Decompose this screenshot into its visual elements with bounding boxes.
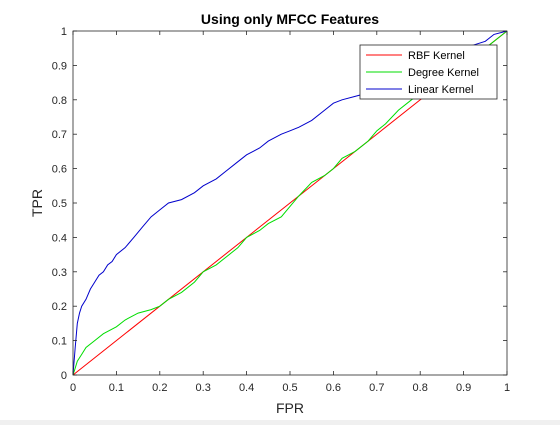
x-tick-label: 1: [504, 382, 510, 394]
y-tick-label: 0.3: [52, 267, 67, 279]
y-tick-label: 0.8: [52, 95, 67, 107]
x-tick-label: 0.6: [326, 382, 341, 394]
y-tick-label: 1: [61, 26, 67, 38]
axes-layer: 0 0.1 0.2 0.3 0.4 0.5 0.6 0.7 0.8 0.9 1 0 0.1 0.2 0.3 0…: [52, 26, 510, 394]
x-tick-label: 0.3: [196, 382, 211, 394]
legend-label: Degree Kernel: [408, 67, 479, 79]
y-tick-label: 0.6: [52, 164, 67, 176]
y-tick-label: 0.7: [52, 129, 67, 141]
y-tick-label: 0.4: [52, 232, 67, 244]
x-tick-label: 0.9: [456, 382, 471, 394]
legend-label: RBF Kernel: [408, 50, 465, 62]
x-tick-label: 0.4: [239, 382, 254, 394]
legend-label: Linear Kernel: [408, 84, 473, 96]
x-tick-label: 0.8: [413, 382, 428, 394]
chart-title: Using only MFCC Features: [201, 11, 379, 27]
x-tick-label: 0.5: [282, 382, 297, 394]
x-tick-label: 0.2: [152, 382, 167, 394]
y-axis-label: TPR: [29, 189, 45, 217]
legend: RBF Kernel Degree Kernel Linear Kernel: [359, 44, 498, 100]
y-tick-label: 0.5: [52, 198, 67, 210]
y-tick-label: 0.2: [52, 301, 67, 313]
series-line-degree-kernel: [72, 30, 508, 376]
y-tick-label: 0.1: [52, 336, 67, 348]
x-tick-label: 0.1: [109, 382, 124, 394]
x-axis-label: FPR: [276, 400, 304, 416]
x-tick-label: 0: [70, 382, 76, 394]
y-tick-label: 0: [61, 370, 67, 382]
x-tick-label: 0.7: [369, 382, 384, 394]
y-tick-label: 0.9: [52, 60, 67, 72]
